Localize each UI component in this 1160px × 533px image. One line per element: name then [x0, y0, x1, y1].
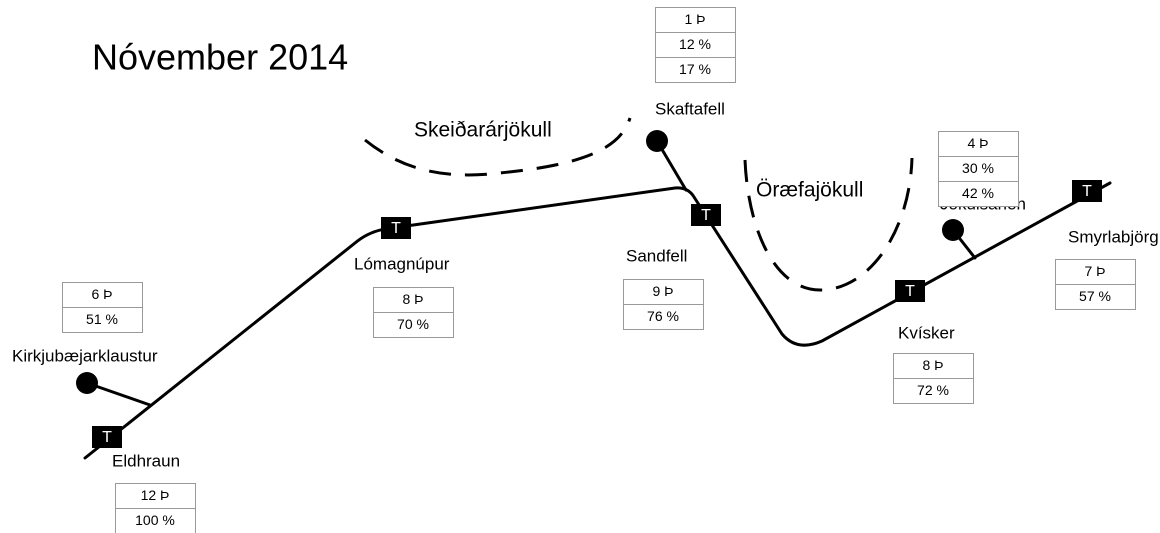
stat-cell — [62, 282, 143, 308]
stat-value: 9 Þ — [652, 283, 673, 299]
stat-cell — [373, 312, 454, 338]
station-label: Lómagnúpur — [354, 254, 450, 273]
stat-cell — [938, 131, 1019, 157]
stat-value: 100 % — [135, 512, 175, 528]
stat-value: 8 Þ — [402, 291, 423, 307]
station-marker — [92, 426, 122, 448]
stat-cell — [115, 508, 196, 533]
stat-value: 8 Þ — [922, 357, 943, 373]
station-symbol: T — [102, 429, 112, 446]
glacier-outline — [364, 117, 632, 177]
stat-value: 1 Þ — [684, 11, 705, 27]
stat-value: 30 % — [962, 160, 994, 176]
stat-cell — [115, 483, 196, 509]
station-label: Kirkjubæjarklaustur — [12, 346, 158, 365]
stat-cell — [62, 307, 143, 333]
stat-cell — [655, 57, 736, 83]
stat-cell — [623, 304, 704, 330]
stat-value: 4 Þ — [967, 135, 988, 151]
station-marker — [895, 280, 925, 302]
stat-cell — [893, 378, 974, 404]
stat-cell — [655, 7, 736, 33]
station-label: Smyrlabjörg — [1068, 227, 1159, 246]
stat-cell — [373, 287, 454, 313]
stat-value: 42 % — [962, 185, 994, 201]
stat-value: 12 Þ — [141, 487, 170, 503]
station-dot — [646, 130, 668, 152]
station-dot — [942, 219, 964, 241]
title: Nóvember 2014 — [92, 37, 348, 78]
station-label: Sandfell — [626, 246, 687, 265]
station-symbol: T — [1082, 183, 1092, 200]
glacier-label: Öræfajökull — [756, 179, 863, 202]
stat-value: 17 % — [679, 61, 711, 77]
stat-value: 12 % — [679, 36, 711, 52]
stat-cell — [655, 32, 736, 58]
stat-value: 76 % — [647, 308, 679, 324]
stat-cell — [1055, 284, 1136, 310]
stat-cell — [623, 279, 704, 305]
station-marker — [381, 217, 411, 239]
stat-cell — [938, 181, 1019, 207]
glacier-outline — [743, 157, 914, 292]
station-label: Eldhraun — [112, 451, 180, 470]
station-symbol: T — [391, 220, 401, 237]
stat-cell — [1055, 259, 1136, 285]
stat-value: 7 Þ — [1084, 263, 1105, 279]
station-dot — [76, 372, 98, 394]
stat-value: 6 Þ — [91, 286, 112, 302]
stat-cell — [938, 156, 1019, 182]
station-marker — [691, 204, 721, 226]
stat-value: 51 % — [86, 311, 118, 327]
station-label: Skaftafell — [655, 99, 725, 118]
stat-value: 70 % — [397, 316, 429, 332]
station-symbol: T — [905, 283, 915, 300]
station-marker — [1072, 180, 1102, 202]
glacier-label: Skeiðarárjökull — [414, 119, 552, 142]
stat-value: 57 % — [1079, 288, 1111, 304]
station-symbol: T — [701, 207, 711, 224]
stat-cell — [893, 353, 974, 379]
station-label: Kvísker — [898, 323, 955, 342]
stat-value: 72 % — [917, 382, 949, 398]
